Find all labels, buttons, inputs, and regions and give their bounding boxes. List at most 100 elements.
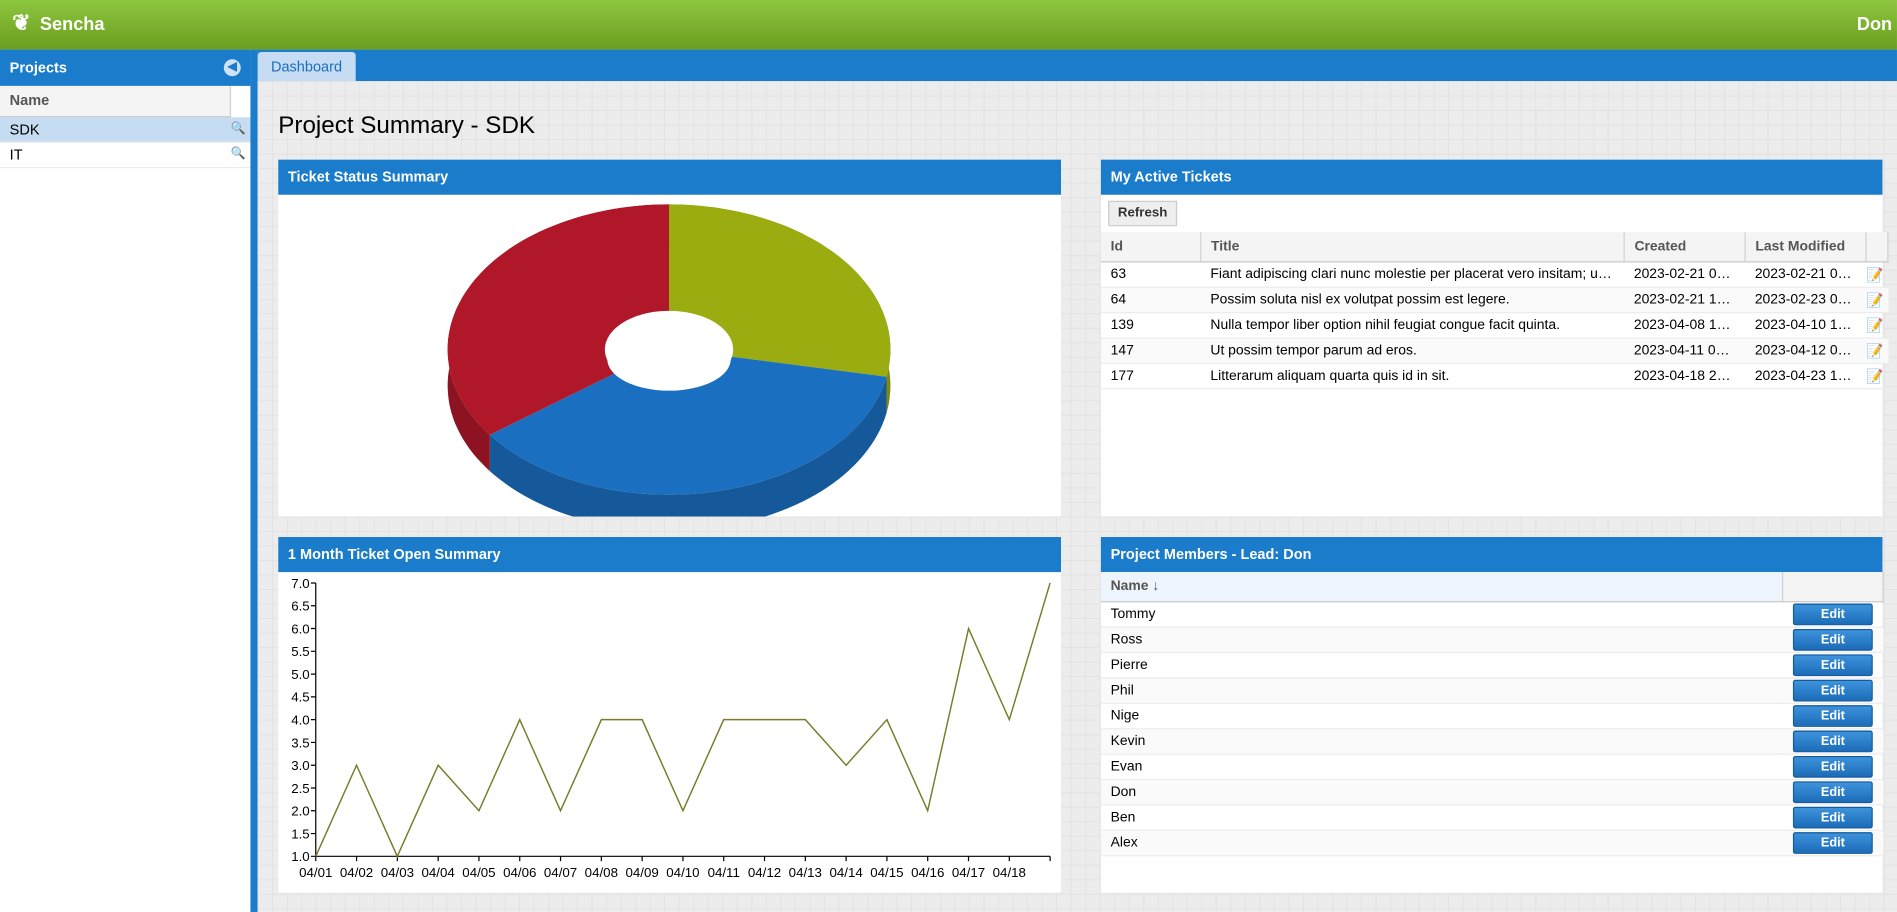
x-tick-label: 04/01 [299,865,332,880]
edit-button[interactable]: Edit [1792,781,1873,804]
ticket-cell: 147 [1100,338,1201,365]
x-tick-label: 04/16 [911,865,944,880]
ticket-cell: 2023-04-11 01:45 [1624,338,1746,365]
x-tick-label: 04/09 [625,865,658,880]
column-header[interactable]: Last Modified [1745,232,1867,263]
ticket-cell: 2023-04-12 06:22 [1745,338,1867,365]
y-tick-label: 6.0 [291,621,310,636]
y-tick-label: 2.5 [291,781,310,796]
members-grid: Name ↓ Tommy Edit Ross Edit Pierre Edit Phil Edi… [1100,572,1884,857]
sidebar-header: Projects ◀ [0,49,251,86]
edit-button[interactable]: Edit [1792,654,1873,677]
member-action: Edit [1782,728,1884,755]
project-row[interactable]: SDK 🔍 [0,117,251,143]
splitter[interactable] [250,49,258,912]
member-name: Evan [1100,754,1783,781]
ticket-cell: 2023-04-23 19:46 [1745,363,1867,390]
y-tick-label: 1.0 [291,849,310,864]
edit-icon[interactable]: 📝 [1866,312,1888,339]
panel-title: My Active Tickets [1100,159,1883,195]
edit-icon[interactable]: 📝 [1866,287,1888,314]
brand: Sencha [39,14,105,36]
edit-button[interactable]: Edit [1792,679,1873,702]
member-row: Nige Edit [1100,703,1884,730]
edit-button[interactable]: Edit [1792,806,1873,829]
ticket-cell: 2023-04-08 17:47 [1624,312,1746,339]
x-tick-label: 04/11 [708,865,740,880]
logo: ❦ [12,10,31,36]
column-header[interactable]: Id [1100,232,1202,263]
line-chart: 1.0 1.5 2.0 2.5 3.0 3.5 4.0 4.5 5.0 5.5 6.0 6.5 7.0 0… [291,576,1051,880]
collapse-button[interactable]: ◀ [223,59,241,77]
member-name: Don [1100,779,1783,806]
tickets-grid: Id Title Created Last Modified 63 Fiant adipi… [1100,232,1889,390]
column-header[interactable]: Name [0,85,232,118]
edit-button[interactable]: Edit [1792,832,1873,854]
edit-button[interactable]: Edit [1792,603,1873,626]
x-tick-label: 04/15 [870,865,903,880]
y-tick-label: 3.0 [291,758,310,773]
edit-button[interactable]: Edit [1792,628,1873,651]
panel-title: Ticket Status Summary [278,159,1061,195]
member-action: Edit [1782,601,1884,628]
pie-slice [489,356,887,495]
edit-icon[interactable]: 📝 [1866,338,1888,365]
top-bar: ❦ Sencha Don [0,0,1897,50]
header-row: Name ↓ [1100,572,1884,603]
member-name: Nige [1100,703,1783,730]
x-tick-label: 04/13 [789,865,822,880]
y-tick-label: 7.0 [291,576,310,591]
member-row: Don Edit [1100,779,1884,806]
member-action: Edit [1782,754,1884,781]
x-tick-label: 04/08 [585,865,618,880]
y-tick-label: 1.5 [291,826,310,841]
pie-chart [447,204,891,531]
member-action: Edit [1782,804,1884,831]
x-tick-label: 04/03 [381,865,414,880]
edit-icon[interactable]: 📝 [1866,261,1888,288]
refresh-button[interactable]: Refresh [1108,200,1178,227]
member-name: Kevin [1100,728,1783,755]
ticket-cell: 2023-02-21 12:21 [1624,287,1746,314]
edit-button[interactable]: Edit [1792,755,1873,778]
y-tick-label: 5.0 [291,667,310,682]
member-name: Ben [1100,804,1783,831]
x-tick-label: 04/18 [993,865,1026,880]
x-tick-label: 04/10 [666,865,699,880]
edit-button[interactable]: Edit [1792,705,1873,727]
member-row: Kevin Edit [1100,728,1884,755]
header-row: Id Title Created Last Modified [1100,232,1889,263]
pie-panel: Ticket Status Summary [278,159,1061,531]
member-action: Edit [1782,652,1884,679]
member-action: Edit [1782,830,1884,857]
member-row: Alex Edit [1100,830,1884,857]
ticket-row: 147 Ut possim tempor parum ad eros. 2023-0… [1100,338,1888,365]
tickets-panel: My Active Tickets Refresh Id Title Created… [1100,159,1889,517]
y-tick-label: 3.5 [291,735,310,750]
pie-slice [669,204,891,377]
dashboard: Project Summary - SDK Ticket Status Summ… [257,81,1897,912]
y-tick-label: 6.5 [291,599,310,614]
ticket-cell: Nulla tempor liber option nihil feugiat … [1200,312,1625,339]
column-header[interactable]: Title [1200,232,1625,263]
project-list: SDK 🔍 IT 🔍 [0,117,251,169]
edit-icon[interactable]: 📝 [1866,363,1888,390]
project-row[interactable]: IT 🔍 [0,143,251,169]
page-title: Project Summary - SDK [278,112,536,140]
member-action: Edit [1782,677,1884,704]
edit-button[interactable]: Edit [1792,730,1873,753]
member-row: Evan Edit [1100,754,1884,781]
column-header [1782,572,1884,603]
x-tick-label: 04/17 [952,865,985,880]
ticket-cell: Fiant adipiscing clari nunc molestie per… [1200,261,1625,288]
column-header[interactable]: Created [1624,232,1746,263]
member-name: Ross [1100,627,1783,654]
user-name[interactable]: Don [1856,14,1893,36]
y-tick-label: 5.5 [291,644,310,659]
column-header[interactable]: Name ↓ [1100,572,1784,603]
toolbar: Refresh [1101,195,1883,232]
x-tick-label: 04/04 [422,865,455,880]
search-icon: 🔍 [230,147,246,161]
tab[interactable]: Dashboard [257,52,356,82]
